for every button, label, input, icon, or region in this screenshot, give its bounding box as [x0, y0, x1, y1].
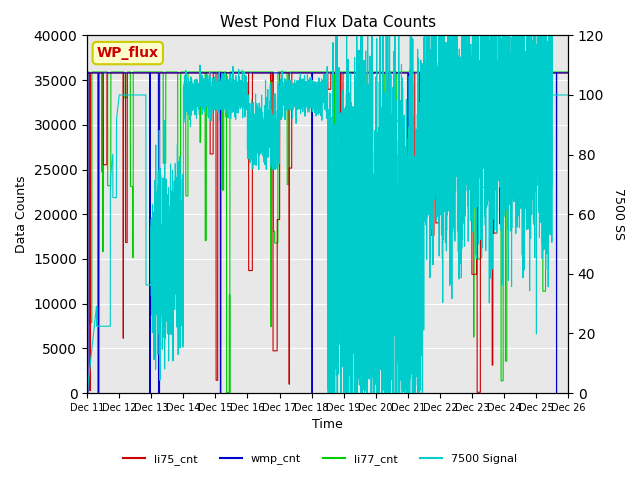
X-axis label: Time: Time: [312, 419, 343, 432]
Text: WP_flux: WP_flux: [97, 46, 159, 60]
Y-axis label: Data Counts: Data Counts: [15, 176, 28, 253]
Y-axis label: 7500 SS: 7500 SS: [612, 188, 625, 240]
Legend: li75_cnt, wmp_cnt, li77_cnt, 7500 Signal: li75_cnt, wmp_cnt, li77_cnt, 7500 Signal: [118, 450, 522, 469]
Title: West Pond Flux Data Counts: West Pond Flux Data Counts: [220, 15, 436, 30]
